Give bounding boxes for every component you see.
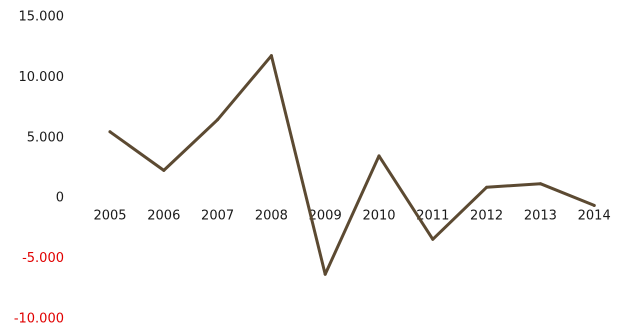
series-line bbox=[108, 54, 596, 276]
x-tick-label: 2006 bbox=[147, 209, 180, 224]
x-tick-label: 2005 bbox=[93, 209, 126, 224]
x-tick-label: 2008 bbox=[255, 209, 288, 224]
y-tick-label: 10.000 bbox=[19, 70, 65, 85]
x-tick-label: 2009 bbox=[309, 209, 342, 224]
y-tick-label: -5.000 bbox=[22, 251, 64, 266]
data-point bbox=[377, 154, 381, 158]
data-point bbox=[431, 237, 435, 241]
data-point bbox=[162, 168, 166, 172]
x-axis: 2005 2006 2007 2008 2009 2010 2011 2012 2013 2014 bbox=[93, 209, 610, 224]
y-tick-label: 5.000 bbox=[27, 130, 64, 145]
y-axis: 15.000 10.000 5.000 0 -5.000 -10.000 bbox=[14, 10, 64, 327]
y-tick-label: 0 bbox=[56, 191, 64, 206]
data-point bbox=[269, 54, 273, 58]
x-tick-label: 2007 bbox=[201, 209, 234, 224]
data-point bbox=[323, 272, 327, 276]
y-tick-label: 15.000 bbox=[19, 10, 65, 25]
x-tick-label: 2013 bbox=[524, 209, 557, 224]
data-point bbox=[108, 130, 112, 134]
data-point bbox=[592, 203, 596, 207]
data-point bbox=[538, 182, 542, 186]
x-tick-label: 2010 bbox=[362, 209, 395, 224]
data-point bbox=[216, 118, 220, 122]
x-tick-label: 2014 bbox=[578, 209, 611, 224]
data-point bbox=[485, 185, 489, 189]
plot-area bbox=[108, 54, 596, 276]
y-tick-label: -10.000 bbox=[14, 312, 64, 327]
x-tick-label: 2012 bbox=[470, 209, 503, 224]
x-tick-label: 2011 bbox=[416, 209, 449, 224]
